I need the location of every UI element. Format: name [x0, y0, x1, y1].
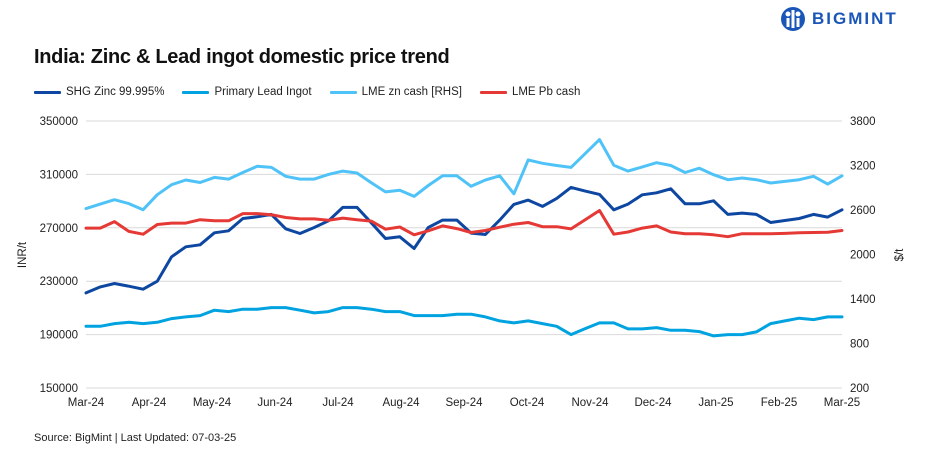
y2-tick-label: 800 [850, 339, 869, 351]
legend-label: LME Pb cash [511, 86, 581, 98]
legend-label: LME zn cash [RHS] [361, 86, 462, 98]
series-line-1 [84, 306, 844, 338]
x-tick-label: Mar-25 [824, 397, 860, 409]
series-line-0 [84, 185, 844, 295]
y-tick-label: 190000 [40, 330, 78, 342]
series-line-2 [84, 138, 844, 212]
x-tick-label: Aug-24 [382, 397, 420, 409]
x-tick-label: Feb-25 [761, 397, 797, 409]
x-tick-label: Jun-24 [257, 397, 293, 409]
legend-swatch [329, 90, 357, 94]
legend-swatch [479, 90, 507, 94]
y2-tick-label: 3200 [850, 161, 876, 173]
y2-tick-label: 200 [850, 383, 869, 395]
x-tick-label: Oct-24 [510, 397, 545, 409]
x-tick-label: Apr-24 [132, 397, 167, 409]
y2-tick-label: 1400 [850, 294, 876, 306]
x-tick-label: Mar-24 [68, 397, 105, 409]
legend-swatch [182, 90, 210, 94]
y-tick-label: 310000 [40, 169, 78, 181]
y-tick-label: 350000 [40, 116, 78, 128]
bigmint-logo-text: BIGMINT [812, 9, 898, 28]
y2-axis-label: $/t [894, 248, 906, 262]
chart-title: India: Zinc & Lead ingot domestic price … [34, 46, 450, 68]
legend-label: SHG Zinc 99.995% [66, 86, 165, 98]
y-axis-label: INR/t [17, 241, 29, 268]
bigmint-logo-icon [781, 7, 805, 31]
legend-item-shg-zinc: SHG Zinc 99.995% [34, 86, 164, 98]
legend-item-lme-pb: LME Pb cash [479, 86, 581, 98]
legend: SHG Zinc 99.995% Primary Lead Ingot LME … [34, 86, 580, 98]
x-tick-label: Dec-24 [634, 397, 672, 409]
x-tick-label: May-24 [193, 397, 232, 409]
y2-tick-label: 2000 [850, 250, 876, 262]
legend-label: Primary Lead Ingot [214, 86, 312, 98]
y2-tick-label: 3800 [850, 116, 876, 128]
y-tick-label: 150000 [40, 383, 78, 395]
x-tick-label: Jan-25 [698, 397, 733, 409]
x-tick-label: Nov-24 [571, 397, 609, 409]
x-tick-label: Jul-24 [322, 397, 354, 409]
legend-item-primary-lead: Primary Lead Ingot [182, 86, 312, 98]
y2-tick-label: 2600 [850, 205, 876, 217]
source-note: Source: BigMint | Last Updated: 07-03-25 [34, 432, 237, 444]
bigmint-logo: BIGMINT [780, 6, 898, 32]
legend-swatch [34, 90, 61, 94]
y-tick-label: 230000 [40, 276, 78, 288]
x-tick-label: Sep-24 [445, 397, 483, 409]
y-tick-label: 270000 [40, 223, 78, 235]
series-line-3 [84, 209, 844, 239]
legend-item-lme-zn: LME zn cash [RHS] [329, 86, 462, 98]
